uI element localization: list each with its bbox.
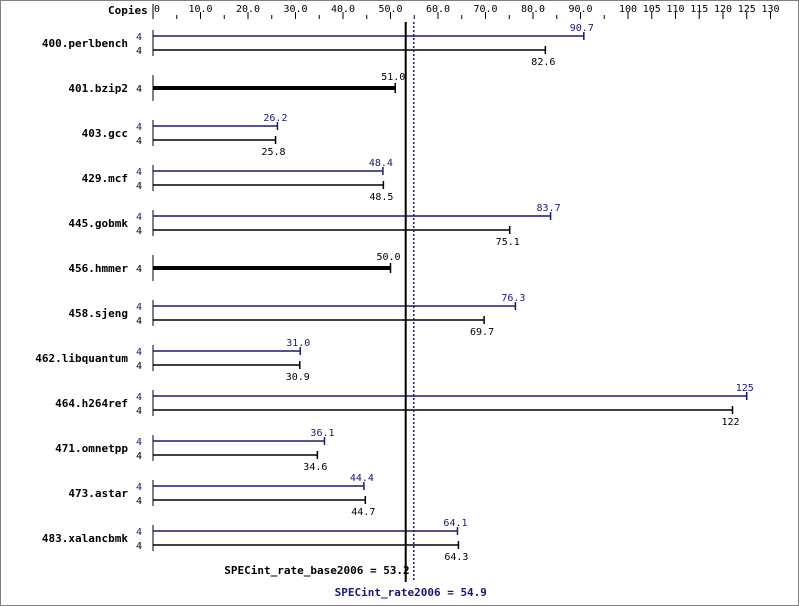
peak-copies-label: 4 (136, 167, 142, 178)
x-tick-label: 10.0 (188, 4, 212, 15)
base-copies-label: 4 (136, 496, 142, 507)
x-tick-label: 90.0 (568, 4, 592, 15)
peak-value-label: 36.1 (310, 428, 334, 439)
base-copies-label: 4 (136, 181, 142, 192)
x-tick-label: 60.0 (426, 4, 450, 15)
category-label: 483.xalancbmk (42, 532, 128, 545)
x-tick-label: 130 (761, 4, 779, 15)
peak-value-label: 26.2 (263, 113, 287, 124)
base-value-label: 69.7 (470, 327, 494, 338)
x-tick-label: 0 (154, 4, 160, 15)
benchmark-row: 456.hmmer 4 50.0 (68, 252, 401, 281)
peak-value-label: 76.3 (501, 293, 525, 304)
x-tick-label: 20.0 (236, 4, 260, 15)
base-copies-label: 4 (136, 264, 142, 275)
peak-copies-label: 4 (136, 437, 142, 448)
benchmark-row: 429.mcf 4 48.4 4 48.5 (82, 158, 394, 203)
base-value-label: 30.9 (286, 372, 310, 383)
category-label: 462.libquantum (35, 352, 128, 365)
x-tick-label: 70.0 (473, 4, 497, 15)
base-copies-label: 4 (136, 136, 142, 147)
peak-copies-label: 4 (136, 392, 142, 403)
peak-copies-label: 4 (136, 32, 142, 43)
x-tick-label: 100 (619, 4, 637, 15)
x-tick-label: 50.0 (378, 4, 402, 15)
peak-value-label: 44.4 (350, 473, 374, 484)
benchmark-row: 464.h264ref 4 125 4 122 (55, 383, 754, 428)
base-reference: SPECint_rate_base2006 = 53.2 (224, 22, 410, 582)
base-copies-label: 4 (136, 316, 142, 327)
base-value-label: 64.3 (444, 552, 468, 563)
base-value-label: 48.5 (369, 192, 393, 203)
base-value-label: 44.7 (351, 507, 375, 518)
peak-copies-label: 4 (136, 482, 142, 493)
x-tick-label: 30.0 (283, 4, 307, 15)
base-copies-label: 4 (136, 406, 142, 417)
reference-lines: SPECint_rate_base2006 = 53.2 SPECint_rate… (224, 22, 487, 599)
benchmark-row: 403.gcc 4 26.2 4 25.8 (82, 113, 288, 158)
benchmark-row: 400.perlbench 4 90.7 4 82.6 (42, 23, 594, 68)
base-value-label: 51.0 (381, 72, 405, 83)
peak-copies-label: 4 (136, 122, 142, 133)
base-value-label: 75.1 (496, 237, 520, 248)
x-tick-label: 40.0 (331, 4, 355, 15)
benchmark-row: 462.libquantum 4 31.0 4 30.9 (35, 338, 310, 383)
x-axis: 0 10.0 20.0 30.0 40.0 50.0 60.0 70.0 80.0 90.0 100… (152, 4, 780, 19)
x-tick-label: 125 (738, 4, 756, 15)
base-copies-label: 4 (136, 46, 142, 57)
base-value-label: 82.6 (531, 57, 555, 68)
category-label: 473.astar (68, 487, 128, 500)
base-reference-label: SPECint_rate_base2006 = 53.2 (224, 564, 409, 577)
peak-copies-label: 4 (136, 527, 142, 538)
peak-value-label: 90.7 (570, 23, 594, 34)
benchmark-row: 401.bzip2 4 51.0 (68, 72, 405, 101)
category-label: 456.hmmer (68, 262, 128, 275)
base-copies-label: 4 (136, 226, 142, 237)
x-tick-label: 105 (643, 4, 661, 15)
axis-title: Copies (108, 4, 148, 17)
x-tick-label: 80.0 (521, 4, 545, 15)
peak-copies-label: 4 (136, 212, 142, 223)
base-value-label: 25.8 (262, 147, 286, 158)
base-value-label: 34.6 (303, 462, 327, 473)
base-copies-label: 4 (136, 84, 142, 95)
benchmark-row: 483.xalancbmk 4 64.1 4 64.3 (42, 518, 469, 563)
x-tick-label: 120 (714, 4, 732, 15)
category-label: 471.omnetpp (55, 442, 128, 455)
base-copies-label: 4 (136, 541, 142, 552)
peak-value-label: 31.0 (286, 338, 310, 349)
category-label: 464.h264ref (55, 397, 128, 410)
category-label: 403.gcc (82, 127, 128, 140)
peak-value-label: 64.1 (443, 518, 467, 529)
base-copies-label: 4 (136, 451, 142, 462)
base-copies-label: 4 (136, 361, 142, 372)
x-tick-label: 115 (690, 4, 708, 15)
base-value-label: 50.0 (376, 252, 400, 263)
x-tick-label: 110 (666, 4, 684, 15)
peak-value-label: 48.4 (369, 158, 393, 169)
benchmark-row: 471.omnetpp 4 36.1 4 34.6 (55, 428, 334, 473)
category-label: 445.gobmk (68, 217, 128, 230)
peak-value-label: 125 (736, 383, 754, 394)
benchmark-row: 445.gobmk 4 83.7 4 75.1 (68, 203, 560, 248)
category-label: 458.sjeng (68, 307, 128, 320)
peak-copies-label: 4 (136, 302, 142, 313)
category-label: 400.perlbench (42, 37, 128, 50)
peak-reference-label: SPECint_rate2006 = 54.9 (335, 586, 487, 599)
category-label: 429.mcf (82, 172, 128, 185)
benchmark-row: 473.astar 4 44.4 4 44.7 (68, 473, 375, 518)
category-label: 401.bzip2 (68, 82, 128, 95)
peak-reference: SPECint_rate2006 = 54.9 (335, 22, 487, 599)
base-value-label: 122 (721, 417, 739, 428)
bar-rows: 400.perlbench 4 90.7 4 82.6 401.bzip2 4 51.0 403… (35, 23, 754, 563)
peak-copies-label: 4 (136, 347, 142, 358)
benchmark-row: 458.sjeng 4 76.3 4 69.7 (68, 293, 525, 338)
peak-value-label: 83.7 (537, 203, 561, 214)
